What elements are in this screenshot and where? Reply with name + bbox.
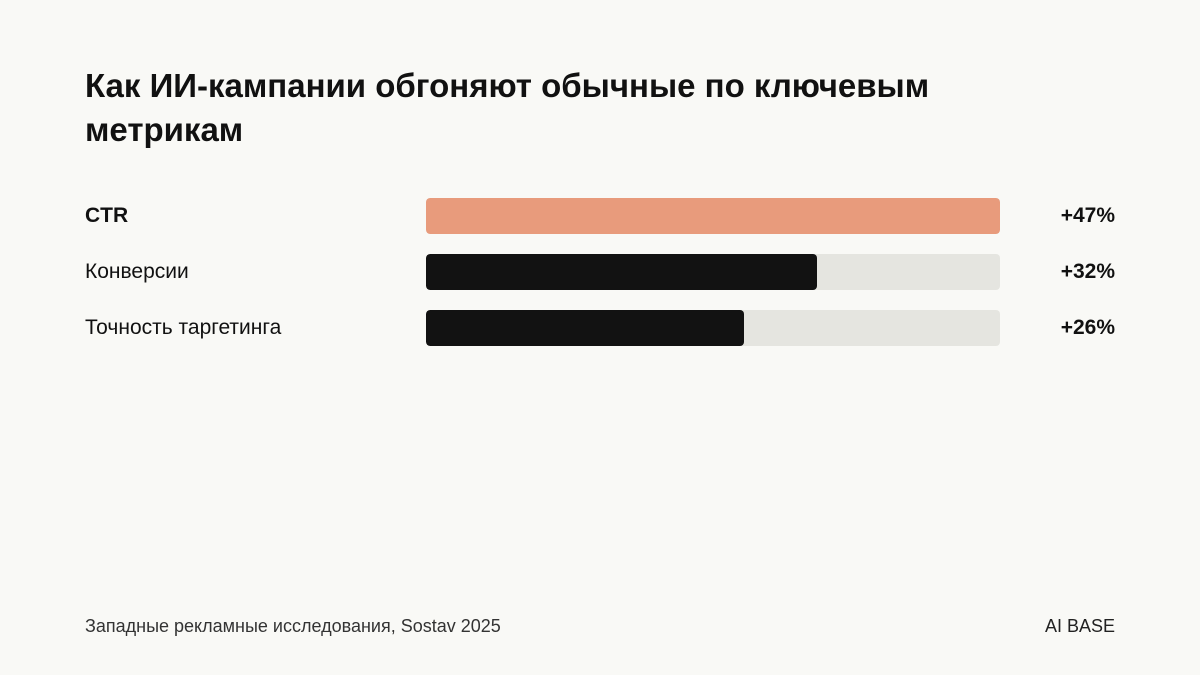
bar [426, 254, 817, 290]
source-note: Западные рекламные исследования, Sostav … [85, 616, 501, 636]
chart-row: Конверсии +32% [85, 254, 1115, 290]
chart-row: CTR +47% [85, 198, 1115, 234]
bar [426, 198, 1000, 234]
category-label: Конверсии [85, 260, 189, 283]
chart-row: Точность таргетинга +26% [85, 310, 1115, 346]
value-label: +47% [1060, 204, 1115, 227]
value-label: +32% [1060, 260, 1115, 283]
bar-track [426, 310, 1000, 346]
brand-label: AI BASE [1044, 616, 1115, 636]
category-label: CTR [85, 204, 129, 227]
bar-track [426, 198, 1000, 234]
bar [426, 310, 744, 346]
chart-title: Как ИИ-кампании обгоняют обычные по ключ… [85, 67, 930, 148]
bar-chart: CTR +47% Конверсии +32% Точность таргетинга +… [85, 198, 1115, 366]
category-label: Точность таргетинга [85, 316, 282, 339]
bar-track [426, 254, 1000, 290]
value-label: +26% [1060, 316, 1115, 339]
